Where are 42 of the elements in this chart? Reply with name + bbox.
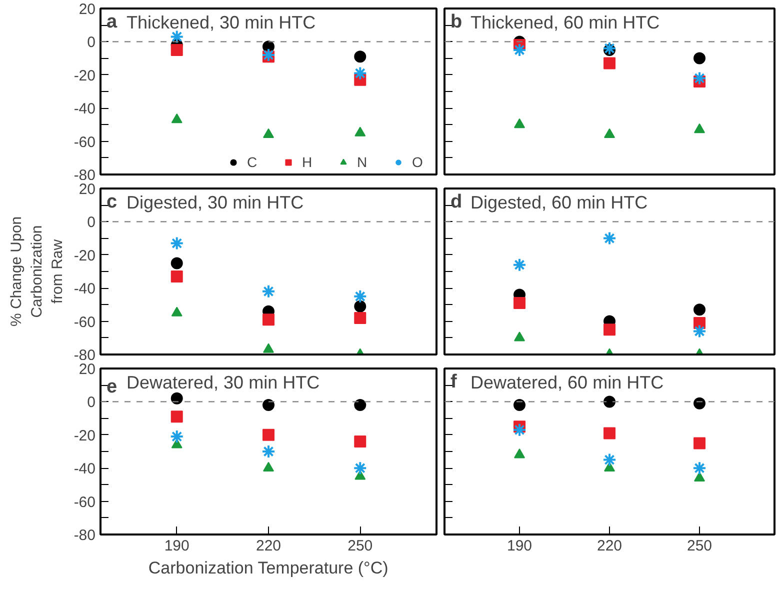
y-tick-label: 0 [87, 394, 96, 412]
annotation: b [450, 12, 462, 32]
chart-title: Thickened, 60 min HTC [470, 12, 660, 32]
x-tick-label: 190 [506, 538, 532, 554]
y-tick-label: -60 [74, 314, 96, 331]
x-tick-label: 220 [596, 538, 622, 554]
y-tick-label: 0 [87, 34, 96, 52]
x-tick-label: 250 [686, 538, 712, 554]
y-tick-label: 20 [78, 361, 96, 378]
annotation: d [450, 192, 462, 212]
chart-title: Dewatered, 60 min HTC [470, 372, 664, 392]
y-tick-label: -40 [74, 460, 96, 478]
y-tick-label: -80 [74, 347, 96, 364]
legend-label: C [247, 154, 258, 170]
annotation: e [106, 376, 118, 398]
chart-title: Thickened, 30 min HTC [126, 12, 316, 32]
y-tick-label: 20 [78, 1, 96, 18]
y-tick-label: -80 [74, 167, 96, 184]
y-tick-label: -20 [74, 427, 96, 444]
annotation: f [450, 372, 458, 392]
y-tick-label: -80 [74, 527, 96, 544]
x-tick-label: 250 [348, 538, 373, 554]
y-tick-label: -60 [74, 494, 96, 511]
y-tick-label: -40 [74, 100, 96, 118]
x-axis-title: Carbonization Temperature (°C) [148, 558, 388, 578]
annotation: a [106, 12, 118, 32]
x-tick-label: 190 [164, 538, 190, 554]
y-tick-label: -20 [74, 67, 96, 84]
chart-title: Digested, 60 min HTC [470, 192, 648, 212]
y-tick-label: 0 [87, 214, 96, 232]
legend-label: H [302, 154, 314, 170]
legend-label: N [357, 154, 368, 170]
y-tick-label: -60 [74, 134, 96, 151]
chart-title: Dewatered, 30 min HTC [126, 372, 320, 392]
chart-title: Digested, 30 min HTC [126, 192, 304, 212]
y-tick-label: 20 [78, 181, 96, 198]
annotation: c [106, 192, 118, 212]
x-tick-label: 220 [256, 538, 282, 554]
legend-label: O [412, 154, 424, 170]
y-tick-label: -20 [74, 247, 96, 264]
y-tick-label: -40 [74, 280, 96, 298]
y-axis-title: % Change Upon Carbonization from Raw [8, 216, 66, 327]
